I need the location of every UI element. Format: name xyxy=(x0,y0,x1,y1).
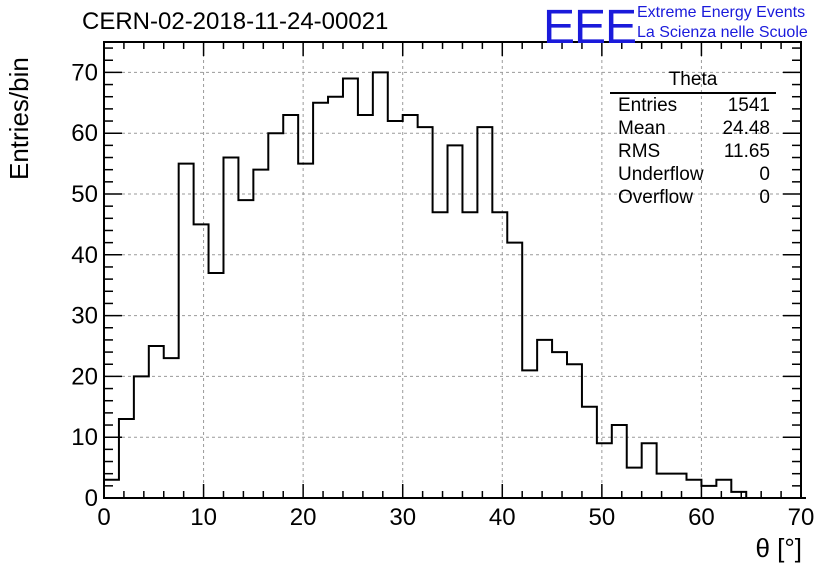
y-tick-label: 50 xyxy=(71,181,98,208)
y-tick-label: 60 xyxy=(71,120,98,147)
stats-row: Entries 1541 xyxy=(610,94,776,117)
stats-box-title: Theta xyxy=(610,70,776,94)
stats-label: RMS xyxy=(618,141,661,162)
stats-value: 0 xyxy=(759,164,770,185)
y-tick-label: 10 xyxy=(71,424,98,451)
x-axis-label: θ [°] xyxy=(755,533,802,563)
y-tick-label: 70 xyxy=(71,59,98,86)
x-tick-label: 40 xyxy=(489,504,516,531)
y-tick-label: 40 xyxy=(71,242,98,269)
stats-value: 0 xyxy=(759,187,770,208)
eee-logo: EEE xyxy=(543,1,637,54)
stats-row: Mean 24.48 xyxy=(610,117,776,140)
x-tick-label: 0 xyxy=(97,504,110,531)
plot-frame xyxy=(103,41,802,499)
stats-label: Underflow xyxy=(618,164,704,185)
brand-line-1: Extreme Energy Events xyxy=(637,4,806,21)
x-tick-label: 60 xyxy=(688,504,715,531)
y-tick-label: 30 xyxy=(71,303,98,330)
x-tick-label: 10 xyxy=(190,504,217,531)
x-tick-label: 20 xyxy=(290,504,317,531)
stats-label: Overflow xyxy=(618,187,693,208)
y-tick-label: 0 xyxy=(85,485,98,512)
stats-label: Entries xyxy=(618,95,678,116)
stats-value: 11.65 xyxy=(723,141,770,162)
y-axis-label: Entries/bin xyxy=(4,57,34,180)
stats-row: Overflow 0 xyxy=(610,186,776,209)
chart-title: CERN-02-2018-11-24-00021 xyxy=(82,8,389,35)
stats-value: 24.48 xyxy=(722,118,770,139)
stats-label: Mean xyxy=(618,118,666,139)
stats-value: 1541 xyxy=(727,95,770,116)
x-tick-label: 70 xyxy=(788,504,815,531)
y-tick-label: 20 xyxy=(71,363,98,390)
stats-row: RMS 11.65 xyxy=(610,140,776,163)
histogram-line xyxy=(103,71,806,499)
brand-line-2: La Scienza nelle Scuole xyxy=(637,24,808,41)
stats-row: Underflow 0 xyxy=(610,163,776,186)
stats-box: Theta Entries 1541 Mean 24.48 RMS 11.65 Und… xyxy=(610,70,776,209)
x-tick-label: 50 xyxy=(589,504,616,531)
x-tick-label: 30 xyxy=(389,504,416,531)
